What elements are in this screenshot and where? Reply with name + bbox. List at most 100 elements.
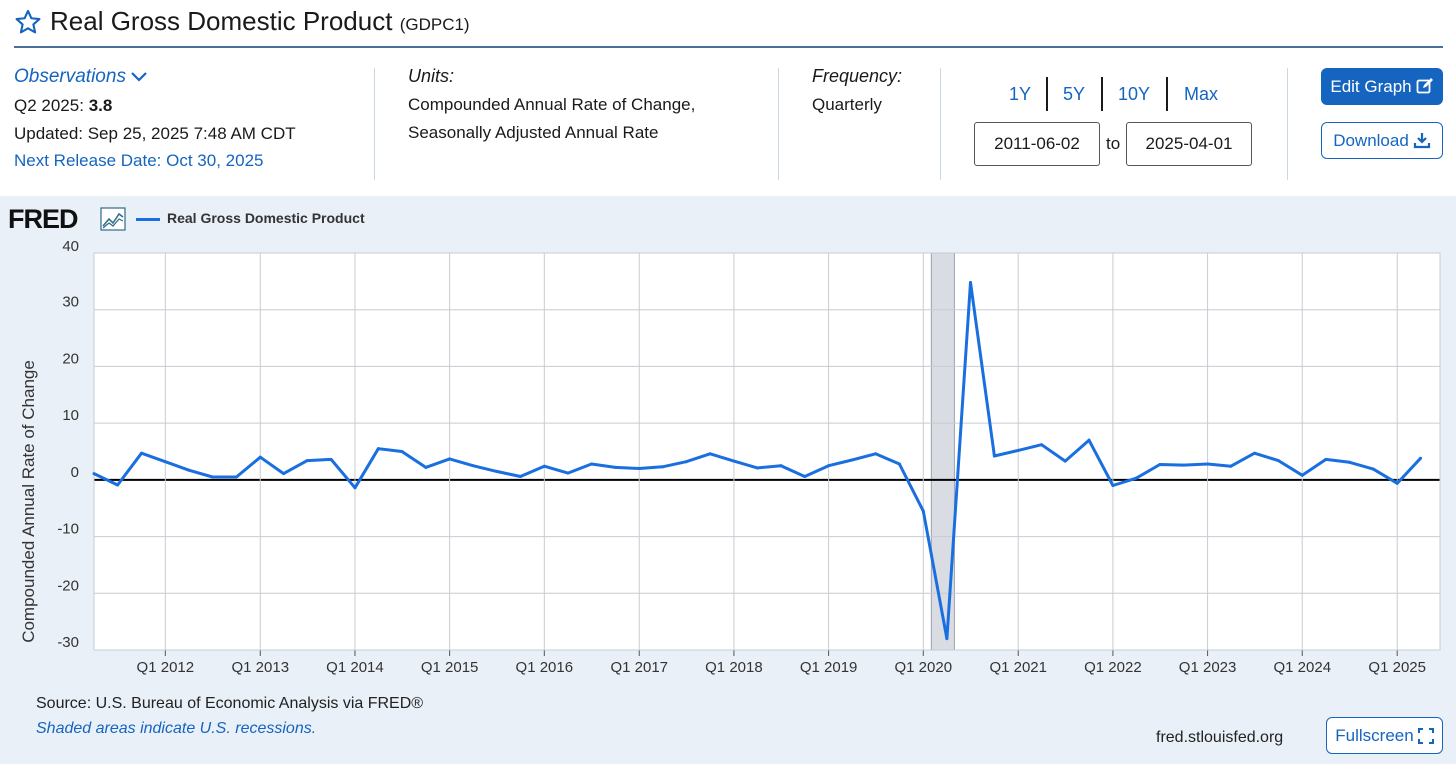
range-separator (1101, 77, 1103, 111)
data-point (661, 465, 665, 469)
data-point (495, 469, 499, 473)
data-point (827, 464, 831, 468)
header: Real Gross Domestic Product (GDPC1) (0, 0, 1456, 46)
fred-chart-icon (100, 207, 126, 231)
data-point (282, 472, 286, 476)
observation-period: Q2 2025: (14, 96, 84, 115)
range-max-button[interactable]: Max (1183, 84, 1218, 104)
data-point (803, 474, 807, 478)
edit-graph-button[interactable]: Edit Graph (1321, 68, 1443, 105)
fred-url: fred.stlouisfed.org (1156, 729, 1284, 746)
units-label: Units: (408, 66, 455, 86)
source-text: Source: U.S. Bureau of Economic Analysis… (36, 695, 424, 712)
data-point (234, 475, 238, 479)
data-point (1347, 460, 1351, 464)
y-tick-label: -10 (57, 521, 79, 538)
units-value-line1: Compounded Annual Rate of Change, (408, 95, 696, 114)
updated-timestamp: Updated: Sep 25, 2025 7:48 AM CDT (14, 124, 296, 143)
data-point (187, 468, 191, 472)
observation-value: 3.8 (88, 96, 113, 115)
data-point (874, 452, 878, 456)
data-point (163, 460, 167, 464)
series-id: (GDPC1) (399, 15, 470, 34)
data-point (921, 509, 925, 513)
data-point (1063, 459, 1067, 463)
data-point (1324, 457, 1328, 461)
page-title: Real Gross Domestic Product (GDPC1) (50, 4, 470, 42)
data-point (1182, 463, 1186, 467)
data-point (471, 464, 475, 468)
star-icon[interactable] (14, 8, 42, 36)
x-tick-label: Q1 2023 (1179, 659, 1237, 676)
data-point (139, 451, 143, 455)
x-tick-label: Q1 2014 (326, 659, 384, 676)
data-point (211, 475, 215, 479)
data-point (1395, 481, 1399, 485)
next-release-link[interactable]: Next Release Date: Oct 30, 2025 (14, 151, 264, 170)
chart-svg: 40 30 20 10 0 -10 -20 -30 Q1 2012 Q1 2013 Q1 2014 Q… (19, 238, 1441, 676)
observations-label: Observations (14, 66, 126, 87)
fullscreen-button[interactable]: Fullscreen (1326, 717, 1443, 754)
data-point (116, 483, 120, 487)
latest-observation: Q2 2025: 3.8 (14, 96, 112, 116)
data-point (1158, 463, 1162, 467)
series-title: Real Gross Domestic Product (50, 6, 393, 36)
y-tick-label: 20 (62, 350, 79, 367)
x-tick-label: Q1 2019 (800, 659, 858, 676)
x-tick-label: Q1 2018 (705, 659, 763, 676)
data-point (613, 465, 617, 469)
data-point (542, 464, 546, 468)
edit-icon (1416, 78, 1433, 94)
data-point (305, 459, 309, 463)
end-date-input[interactable] (1126, 122, 1252, 166)
edit-graph-label: Edit Graph (1330, 77, 1412, 96)
x-tick-label: Q1 2012 (137, 659, 195, 676)
x-tick-label: Q1 2021 (989, 659, 1047, 676)
data-point (1276, 459, 1280, 463)
start-date-input[interactable] (974, 122, 1100, 166)
x-tick-label: Q1 2017 (610, 659, 668, 676)
data-point (732, 459, 736, 463)
x-tick-label: Q1 2015 (421, 659, 479, 676)
range-5y-button[interactable]: 5Y (1062, 84, 1086, 104)
data-point (424, 465, 428, 469)
data-point (1111, 484, 1115, 488)
y-tick-label: 40 (62, 238, 79, 255)
data-point (708, 452, 712, 456)
range-1y-button[interactable]: 1Y (1008, 84, 1032, 104)
download-button[interactable]: Download (1321, 122, 1443, 159)
data-point (945, 637, 949, 641)
data-point (448, 457, 452, 461)
data-point (92, 472, 96, 476)
data-point (684, 460, 688, 464)
fullscreen-icon (1417, 728, 1434, 744)
data-point (968, 280, 972, 284)
data-point (992, 454, 996, 458)
header-divider (14, 46, 1443, 48)
y-axis-title: Compounded Annual Rate of Change (19, 360, 38, 643)
data-point (258, 455, 262, 459)
x-tick-label: Q1 2013 (231, 659, 289, 676)
x-tick-label: Q1 2024 (1273, 659, 1331, 676)
data-point (850, 458, 854, 462)
data-point (518, 474, 522, 478)
meta-divider (940, 68, 941, 180)
chart-panel: 40 30 20 10 0 -10 -20 -30 Q1 2012 Q1 2013 Q1 2014 Q… (0, 196, 1456, 764)
data-point (400, 450, 404, 453)
data-point (1134, 476, 1138, 480)
data-point (353, 486, 357, 490)
data-point (1206, 462, 1210, 466)
y-tick-label: 30 (62, 294, 79, 311)
data-point (1087, 438, 1091, 442)
download-icon (1413, 133, 1430, 149)
chevron-down-icon (131, 72, 147, 82)
download-label: Download (1333, 131, 1409, 150)
x-tick-label: Q1 2025 (1368, 659, 1426, 676)
range-10y-button[interactable]: 10Y (1117, 84, 1151, 104)
fred-logo: FRED (8, 204, 78, 234)
data-point (590, 462, 594, 466)
observations-dropdown[interactable]: Observations (14, 66, 148, 88)
data-point (1016, 448, 1020, 452)
data-point (1419, 456, 1423, 460)
data-point (779, 464, 783, 468)
